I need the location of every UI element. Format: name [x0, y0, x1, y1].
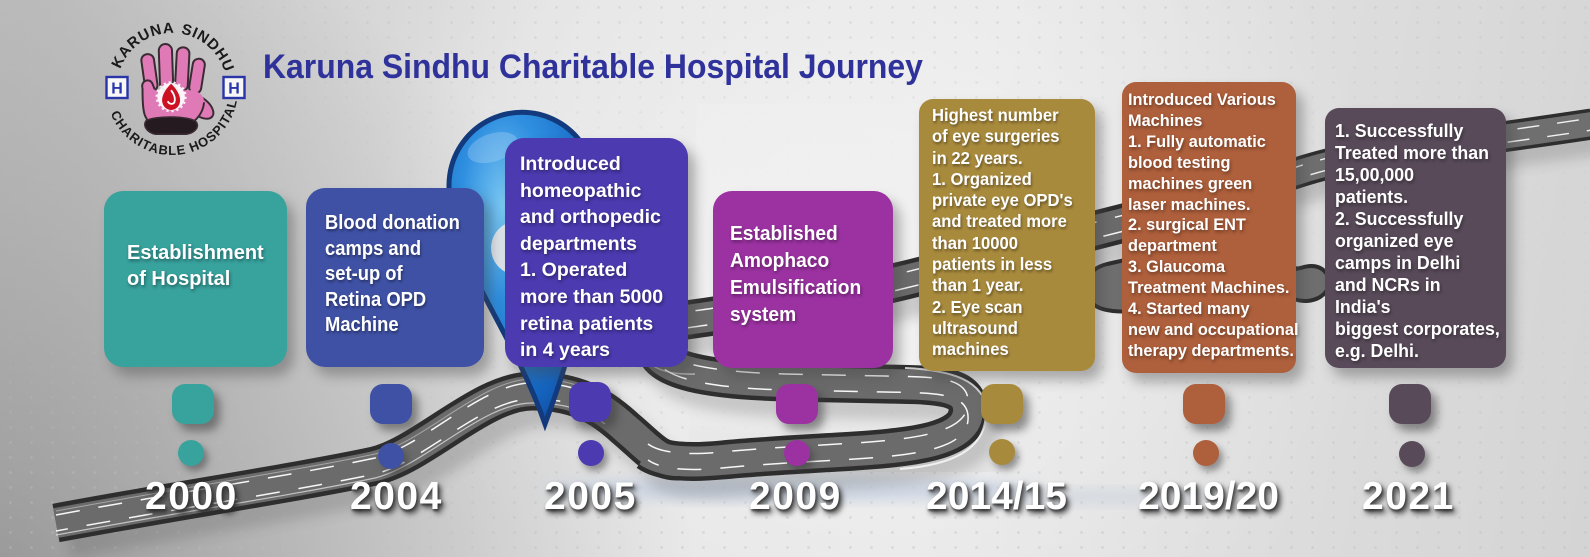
- svg-text:H: H: [228, 81, 240, 98]
- svg-text:H: H: [111, 81, 123, 98]
